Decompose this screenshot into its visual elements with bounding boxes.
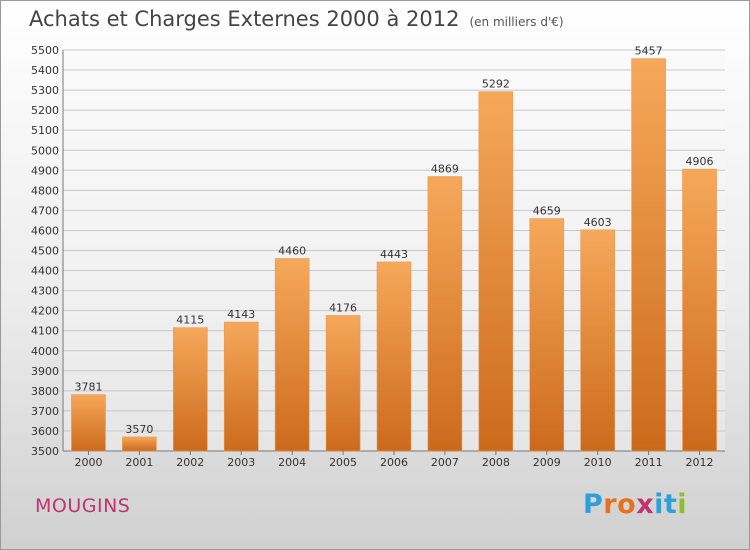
y-tick-label: 3500 <box>31 445 59 458</box>
x-tick-label: 2007 <box>431 456 459 469</box>
bar-value-label: 4869 <box>431 163 459 176</box>
y-tick-label: 3800 <box>31 385 59 398</box>
y-tick-label: 4900 <box>31 164 59 177</box>
chart-subtitle: (en milliers d'€) <box>469 15 564 29</box>
y-tick-label: 4800 <box>31 184 59 197</box>
bar-value-label: 3570 <box>125 423 153 436</box>
bar <box>529 218 565 452</box>
y-tick-label: 5100 <box>31 124 59 137</box>
proxiti-logo: Proxiti <box>583 489 687 520</box>
y-tick-label: 5500 <box>31 44 59 57</box>
bar <box>325 315 361 452</box>
city-name: MOUGINS <box>35 495 131 517</box>
bar <box>223 321 259 452</box>
logo-letter: P <box>583 489 604 520</box>
y-tick-label: 4000 <box>31 345 59 358</box>
bar <box>631 58 666 452</box>
y-tick-label: 4700 <box>31 204 59 217</box>
bar-value-label: 4603 <box>584 216 612 229</box>
bar-value-label: 4115 <box>176 314 204 327</box>
logo-letter: x <box>636 489 655 520</box>
bar-value-label: 4176 <box>329 301 357 314</box>
logo-letter: o <box>617 489 637 520</box>
y-tick-label: 4100 <box>31 325 59 338</box>
bar-value-label: 4659 <box>533 205 561 218</box>
bar <box>682 168 717 452</box>
y-tick-label: 4400 <box>31 265 59 278</box>
bar <box>122 436 157 452</box>
x-tick-label: 2002 <box>176 456 204 469</box>
y-tick-label: 4200 <box>31 305 59 318</box>
y-tick-label: 3700 <box>31 405 59 418</box>
x-tick-label: 2009 <box>533 456 561 469</box>
logo-letter: t <box>663 489 678 520</box>
bar-value-label: 5292 <box>482 78 510 91</box>
bar-value-label: 3781 <box>74 381 102 394</box>
chart-title-text: Achats et Charges Externes 2000 à 2012 <box>29 7 460 31</box>
y-tick-label: 3600 <box>31 425 59 438</box>
x-tick-label: 2012 <box>686 456 714 469</box>
bar <box>427 176 463 452</box>
y-tick-label: 5000 <box>31 144 59 157</box>
y-tick-label: 4600 <box>31 224 59 237</box>
bar <box>274 258 310 452</box>
x-tick-label: 2004 <box>278 456 306 469</box>
x-tick-label: 2003 <box>227 456 255 469</box>
bar-value-label: 5457 <box>635 45 663 58</box>
y-tick-label: 4300 <box>31 285 59 298</box>
x-tick-label: 2011 <box>635 456 663 469</box>
y-tick-label: 5200 <box>31 104 59 117</box>
bar <box>376 261 412 452</box>
logo-letter: i <box>677 489 688 520</box>
x-tick-label: 2006 <box>380 456 408 469</box>
y-tick-label: 5300 <box>31 84 59 97</box>
chart-title: Achats et Charges Externes 2000 à 2012 (e… <box>29 7 564 31</box>
bar <box>71 394 106 452</box>
bar-value-label: 4443 <box>380 248 408 261</box>
x-tick-label: 2008 <box>482 456 510 469</box>
x-tick-label: 2001 <box>125 456 153 469</box>
bar-value-label: 4906 <box>686 155 714 168</box>
logo-letter: r <box>603 489 618 520</box>
x-tick-label: 2005 <box>329 456 357 469</box>
bar <box>173 327 208 452</box>
y-tick-label: 3900 <box>31 365 59 378</box>
x-tick-label: 2010 <box>584 456 612 469</box>
bar-value-label: 4143 <box>227 308 255 321</box>
y-tick-label: 4500 <box>31 245 59 258</box>
bar <box>580 229 615 452</box>
logo-letter: i <box>654 489 664 520</box>
bar <box>478 91 514 452</box>
y-tick-label: 5400 <box>31 64 59 77</box>
bar-value-label: 4460 <box>278 245 306 258</box>
x-tick-label: 2000 <box>74 456 102 469</box>
